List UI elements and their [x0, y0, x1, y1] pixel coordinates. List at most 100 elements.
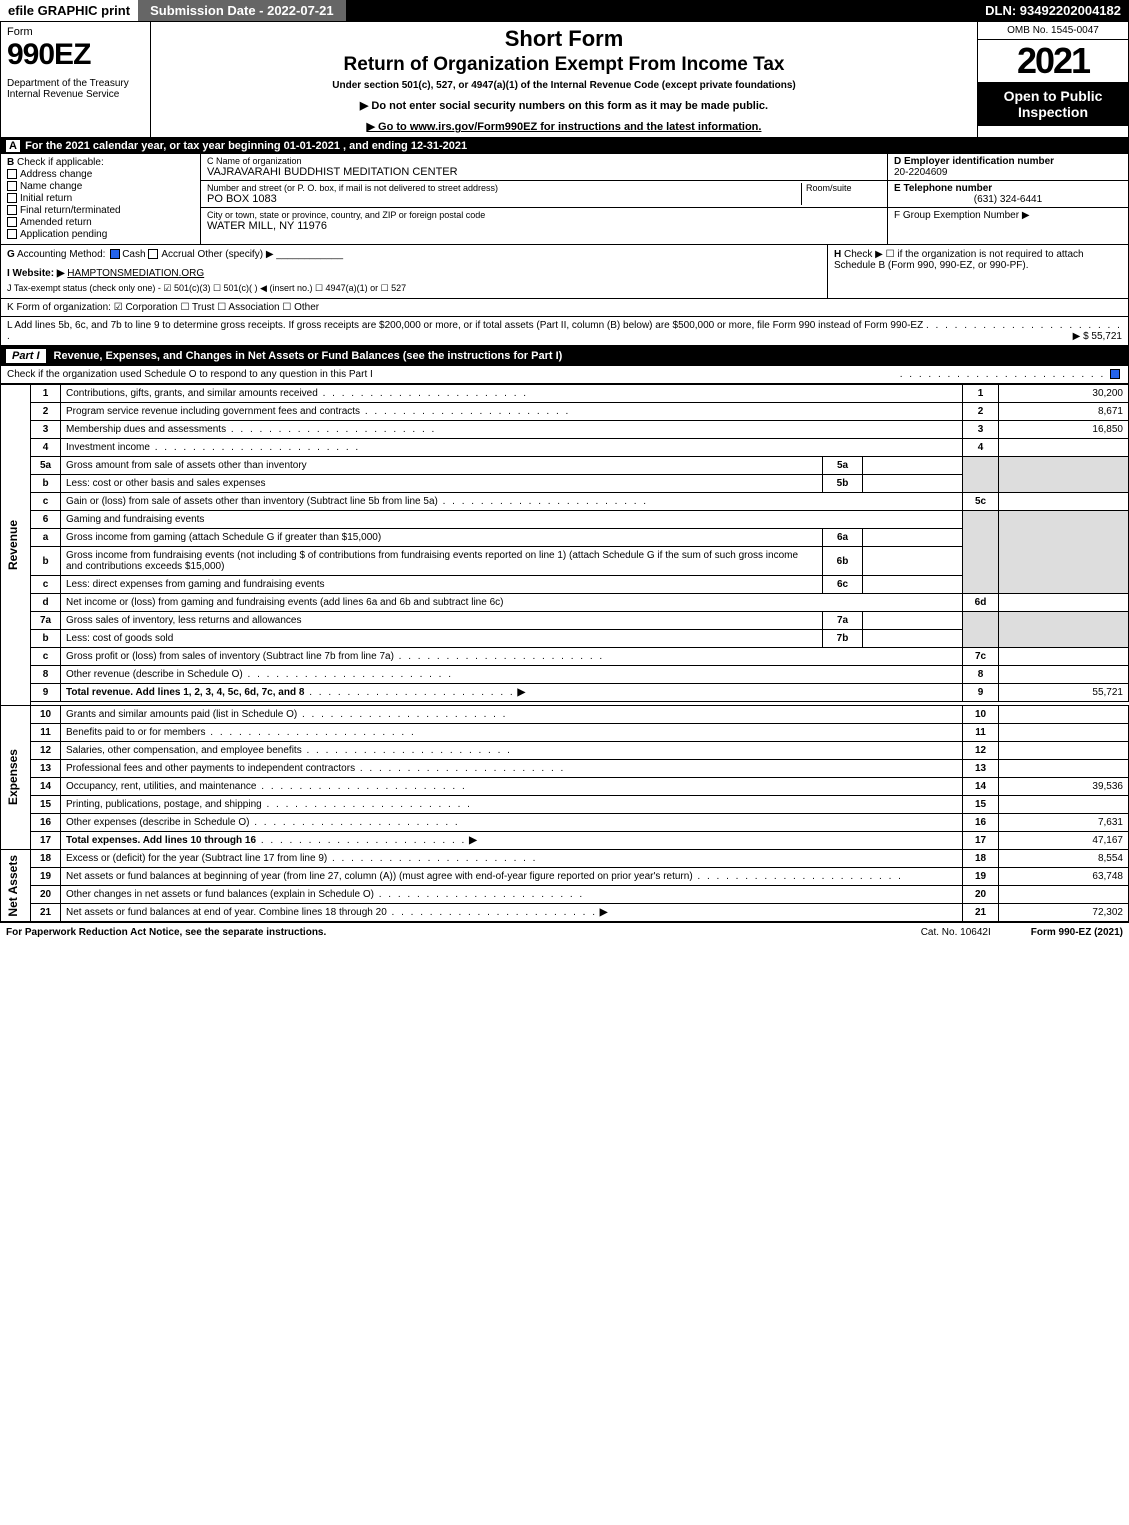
chk-address[interactable] — [7, 169, 17, 179]
l8-desc: Other revenue (describe in Schedule O) — [66, 669, 243, 680]
org-street: PO BOX 1083 — [207, 193, 801, 205]
under-section: Under section 501(c), 527, or 4947(a)(1)… — [159, 80, 969, 91]
identity-block: B Check if applicable: Address change Na… — [0, 154, 1129, 245]
opt-cash: Cash — [122, 249, 145, 260]
l1-desc: Contributions, gifts, grants, and simila… — [66, 388, 318, 399]
form-number: 990EZ — [7, 38, 144, 72]
part1-title: Revenue, Expenses, and Changes in Net As… — [54, 350, 563, 362]
chk-final[interactable] — [7, 205, 17, 215]
l12-num: 12 — [963, 742, 999, 760]
line-7b: bLess: cost of goods sold7b — [1, 630, 1129, 648]
form-word: Form — [7, 26, 144, 38]
l7a-desc: Gross sales of inventory, less returns a… — [66, 615, 301, 626]
l16-desc: Other expenses (describe in Schedule O) — [66, 817, 249, 828]
l12-desc: Salaries, other compensation, and employ… — [66, 745, 302, 756]
l9-amt: 55,721 — [999, 684, 1129, 702]
chk-schedule-o[interactable] — [1110, 369, 1120, 379]
l18-amt: 8,554 — [999, 850, 1129, 868]
l6d-num: 6d — [963, 594, 999, 612]
line-10: Expenses 10Grants and similar amounts pa… — [1, 706, 1129, 724]
l18-desc: Excess or (deficit) for the year (Subtra… — [66, 853, 327, 864]
l20-desc: Other changes in net assets or fund bala… — [66, 889, 374, 900]
short-form-title: Short Form — [159, 26, 969, 52]
line-13: 13Professional fees and other payments t… — [1, 760, 1129, 778]
l3-amt: 16,850 — [999, 421, 1129, 439]
l6a-sub: 6a — [823, 529, 863, 547]
l5b-sub: 5b — [823, 475, 863, 493]
label-g: G — [7, 249, 15, 260]
line-8: 8Other revenue (describe in Schedule O)8 — [1, 666, 1129, 684]
return-title: Return of Organization Exempt From Incom… — [159, 54, 969, 76]
line-7a: 7aGross sales of inventory, less returns… — [1, 612, 1129, 630]
row-gh: G Accounting Method: Cash Accrual Other … — [0, 245, 1129, 299]
l7b-sub: 7b — [823, 630, 863, 648]
line-12: 12 Salaries, other compensation, and empl… — [1, 742, 1129, 760]
l15-desc: Printing, publications, postage, and shi… — [66, 799, 262, 810]
line-17: 17Total expenses. Add lines 10 through 1… — [1, 832, 1129, 850]
c-name-label: C Name of organization — [207, 156, 881, 166]
l5c-desc: Gain or (loss) from sale of assets other… — [66, 496, 438, 507]
l20-num: 20 — [963, 886, 999, 904]
dln: DLN: 93492202004182 — [977, 0, 1129, 21]
open-inspection: Open to Public Inspection — [978, 82, 1128, 126]
opt-initial: Initial return — [20, 193, 72, 204]
chk-accrual[interactable] — [148, 249, 158, 259]
l4-num: 4 — [963, 439, 999, 457]
l2-num: 2 — [963, 403, 999, 421]
l3-num: 3 — [963, 421, 999, 439]
l5c-num: 5c — [963, 493, 999, 511]
label-b: B — [7, 157, 14, 168]
line-5a: 5aGross amount from sale of assets other… — [1, 457, 1129, 475]
c-city-label: City or town, state or province, country… — [207, 210, 881, 220]
note-link-text[interactable]: ▶ Go to www.irs.gov/Form990EZ for instru… — [367, 121, 762, 133]
line-5b: bLess: cost or other basis and sales exp… — [1, 475, 1129, 493]
l19-num: 19 — [963, 868, 999, 886]
row-k: K Form of organization: ☑ Corporation ☐ … — [0, 299, 1129, 317]
h-text: Check ▶ ☐ if the organization is not req… — [834, 249, 1084, 271]
l9-num: 9 — [963, 684, 999, 702]
l5b-desc: Less: cost or other basis and sales expe… — [66, 478, 266, 489]
l-text: L Add lines 5b, 6c, and 7b to line 9 to … — [7, 320, 923, 331]
chk-amended[interactable] — [7, 217, 17, 227]
col-g: G Accounting Method: Cash Accrual Other … — [1, 245, 828, 298]
chk-pending[interactable] — [7, 229, 17, 239]
row-j: J Tax-exempt status (check only one) - ☑… — [7, 283, 821, 294]
part1-label: Part I — [6, 349, 46, 363]
l14-amt: 39,536 — [999, 778, 1129, 796]
g-text: Accounting Method: — [17, 249, 105, 260]
l13-num: 13 — [963, 760, 999, 778]
l7c-desc: Gross profit or (loss) from sales of inv… — [66, 651, 394, 662]
l17-amt: 47,167 — [999, 832, 1129, 850]
ein: 20-2204609 — [894, 167, 1122, 178]
submission-date: Submission Date - 2022-07-21 — [138, 0, 346, 21]
col-d: D Employer identification number 20-2204… — [888, 154, 1128, 244]
i-label: I Website: ▶ — [7, 268, 65, 279]
l6d-desc: Net income or (loss) from gaming and fun… — [66, 597, 503, 608]
line-11: 11Benefits paid to or for members11 — [1, 724, 1129, 742]
header-left: Form 990EZ Department of the Treasury In… — [1, 22, 151, 137]
l6b-sub: 6b — [823, 547, 863, 576]
l6c-desc: Less: direct expenses from gaming and fu… — [66, 579, 324, 590]
chk-name[interactable] — [7, 181, 17, 191]
l8-num: 8 — [963, 666, 999, 684]
website[interactable]: HAMPTONSMEDIATION.ORG — [67, 268, 204, 279]
footer-cat: Cat. No. 10642I — [921, 927, 991, 938]
footer-notice: For Paperwork Reduction Act Notice, see … — [6, 927, 326, 938]
c-street-label: Number and street (or P. O. box, if mail… — [207, 183, 801, 193]
col-h: H Check ▶ ☐ if the organization is not r… — [828, 245, 1128, 298]
org-name: VAJRAVARAHI BUDDHIST MEDITATION CENTER — [207, 166, 881, 178]
phone: (631) 324-6441 — [894, 194, 1122, 205]
l5a-sub: 5a — [823, 457, 863, 475]
l17-desc: Total expenses. Add lines 10 through 16 — [66, 835, 256, 846]
d-label: D Employer identification number — [894, 156, 1122, 167]
l16-amt: 7,631 — [999, 814, 1129, 832]
line-5c: cGain or (loss) from sale of assets othe… — [1, 493, 1129, 511]
chk-initial[interactable] — [7, 193, 17, 203]
chk-cash[interactable] — [110, 249, 120, 259]
line-19: 19Net assets or fund balances at beginni… — [1, 868, 1129, 886]
l19-amt: 63,748 — [999, 868, 1129, 886]
l2-amt: 8,671 — [999, 403, 1129, 421]
footer: For Paperwork Reduction Act Notice, see … — [0, 922, 1129, 942]
l6-desc: Gaming and fundraising events — [61, 511, 963, 529]
line-4: 4Investment income4 — [1, 439, 1129, 457]
